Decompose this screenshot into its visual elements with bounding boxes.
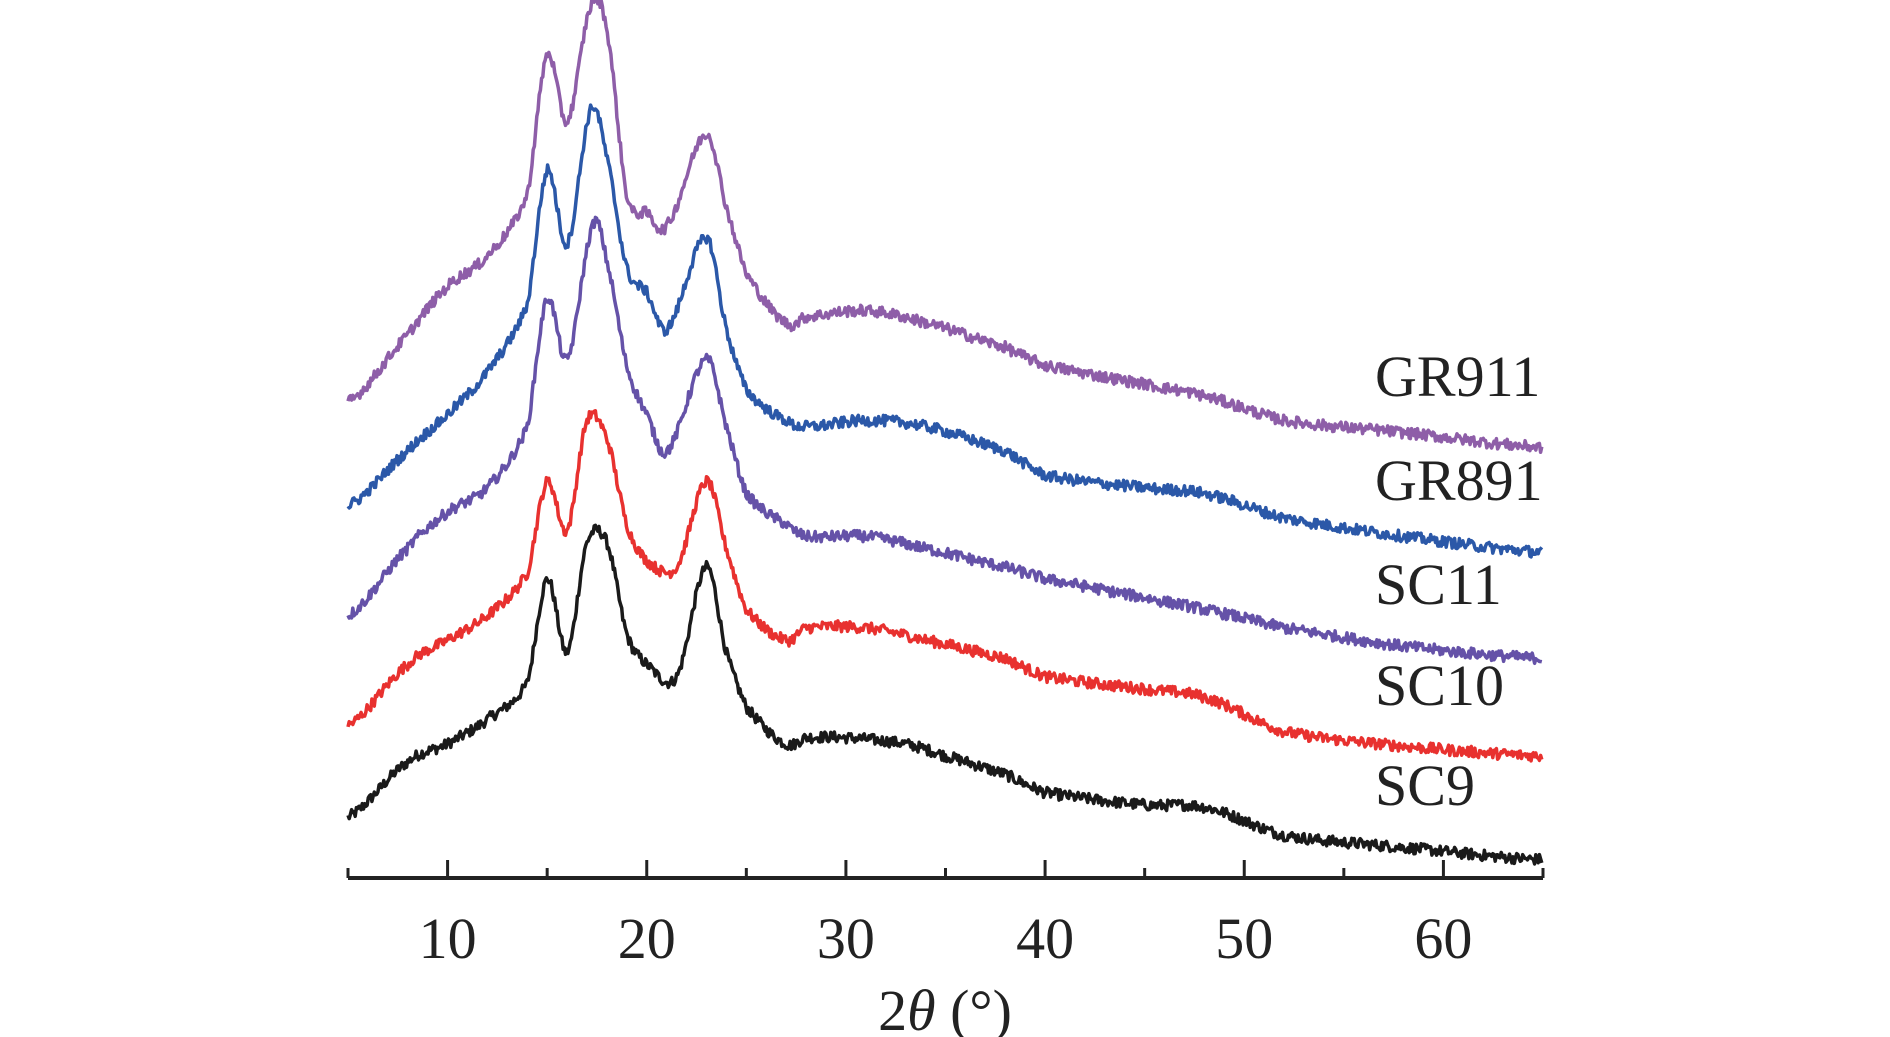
x-axis-title: 2θ (°) (878, 978, 1012, 1037)
series-line-gr891 (346, 103, 1544, 559)
series-curves (346, 0, 1544, 866)
x-tick-label: 10 (419, 906, 477, 971)
series-label-sc10: SC10 (1375, 653, 1504, 718)
x-tick-label: 30 (817, 906, 875, 971)
series-label-sc9: SC9 (1375, 753, 1475, 818)
x-tick-label: 20 (618, 906, 676, 971)
x-tick-label: 60 (1414, 906, 1472, 971)
series-line-sc11 (346, 215, 1543, 666)
x-axis-ticks: 10 20 30 40 50 60 (346, 860, 1545, 971)
series-line-sc9 (346, 523, 1544, 866)
series-line-sc10 (346, 409, 1544, 763)
series-label-sc11: SC11 (1375, 552, 1502, 617)
series-label-gr911: GR911 (1375, 344, 1540, 409)
x-tick-label: 40 (1016, 906, 1074, 971)
series-label-gr891: GR891 (1375, 448, 1543, 513)
x-tick-label: 50 (1215, 906, 1273, 971)
series-line-gr911 (346, 0, 1544, 455)
series-labels: SC9 SC10 SC11 GR891 GR911 (1375, 344, 1543, 818)
